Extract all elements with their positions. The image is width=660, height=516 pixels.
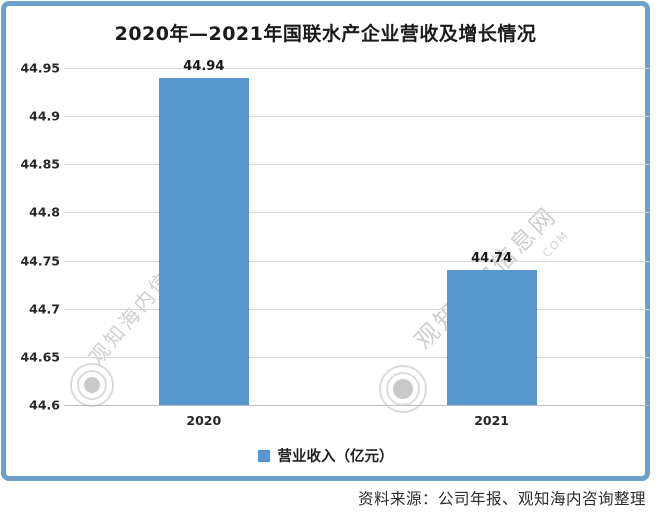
gridline — [64, 260, 649, 262]
y-axis-tick-label: 44.75 — [20, 253, 60, 269]
y-axis-tick-label: 44.9 — [29, 108, 60, 124]
bar-2021 — [446, 270, 537, 405]
bar-value-label: 44.94 — [183, 58, 225, 74]
plot-area: 44.6 44.65 44.7 44.75 44.8 44.85 44.9 44.95 44.9… — [20, 59, 649, 428]
gridline — [64, 405, 649, 406]
legend-label: 营业收入（亿元） — [277, 449, 394, 465]
gridline — [64, 308, 649, 310]
y-axis-tick-label: 44.6 — [29, 397, 60, 413]
y-axis-tick-label: 44.85 — [20, 156, 60, 172]
gridline — [64, 68, 649, 69]
y-axis-tick-label: 44.95 — [20, 60, 60, 76]
gridline — [64, 356, 649, 358]
x-axis-tick-label: 2021 — [474, 413, 510, 428]
bar-value-label: 44.74 — [471, 251, 513, 267]
source-note: 资料来源：公司年报、观知海内咨询整理 — [357, 490, 646, 508]
y-axis-tick-label: 44.65 — [20, 349, 60, 365]
chart-frame: 2020年—2021年国联水产企业营收及增长情况 观知海内信息网 观知海内信息网… — [1, 1, 650, 481]
legend: 营业收入（亿元） — [6, 445, 645, 466]
gridline — [64, 164, 649, 166]
y-axis-tick-label: 44.7 — [29, 301, 60, 317]
bar-2020 — [158, 77, 249, 405]
chart-title: 2020年—2021年国联水产企业营收及增长情况 — [114, 23, 537, 45]
x-axis-tick-label: 2020 — [186, 413, 222, 428]
y-axis-tick-label: 44.8 — [29, 204, 60, 220]
gridline — [64, 212, 649, 214]
gridline — [64, 116, 649, 118]
legend-marker-swatch — [257, 449, 270, 462]
